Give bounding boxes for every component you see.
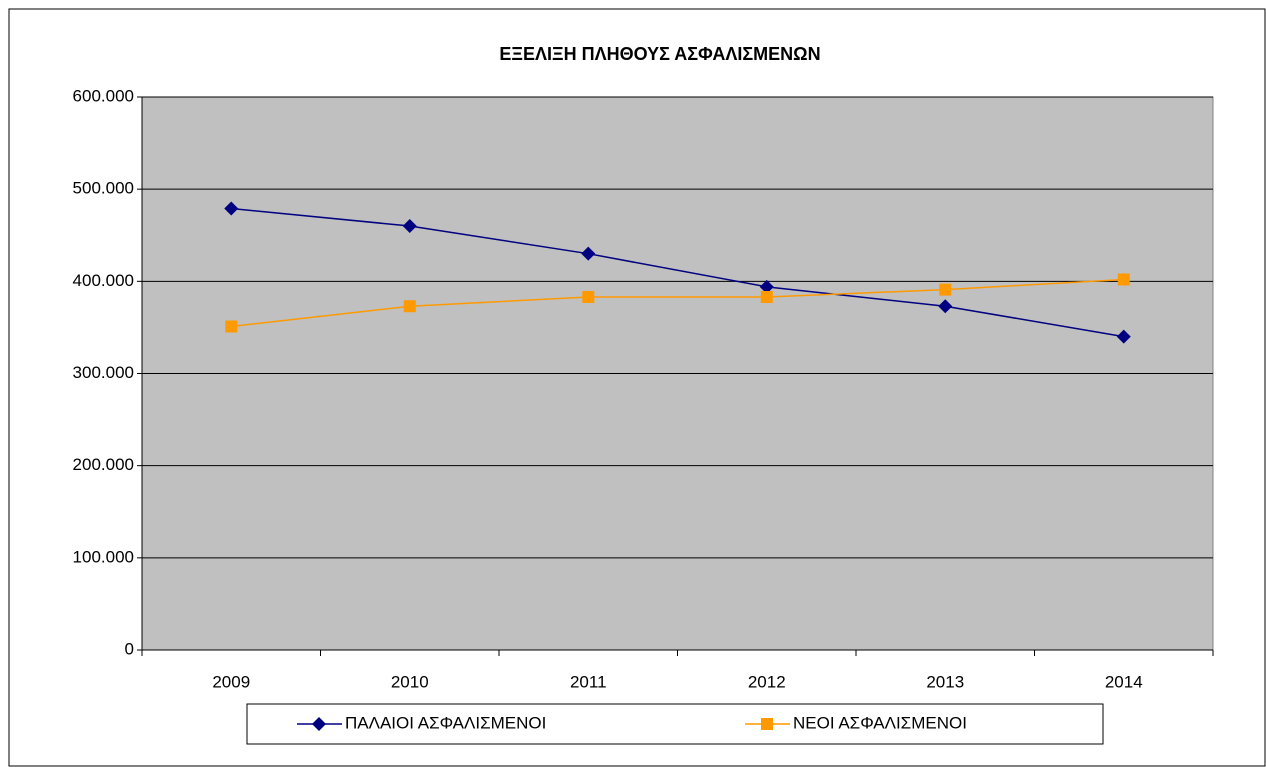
data-point (759, 279, 774, 294)
y-tick-label: 100.000 (73, 547, 134, 566)
legend-box (246, 703, 1104, 745)
data-point (224, 201, 239, 216)
x-tick-label: 2011 (570, 672, 607, 691)
chart-title: ΕΞΕΛΙΞΗ ΠΛΗΘΟΥΣ ΑΣΦΑΛΙΣΜΕΝΩΝ (499, 44, 820, 64)
y-tick-label: 400.000 (73, 271, 134, 290)
x-tick-label: 2013 (926, 672, 964, 691)
data-point (581, 246, 596, 261)
y-tick-label: 200.000 (73, 455, 134, 474)
data-point (403, 300, 416, 313)
y-tick-label: 600.000 (73, 86, 134, 105)
data-point (1117, 273, 1130, 286)
legend-marker (761, 718, 773, 730)
data-point (225, 320, 238, 333)
y-tick-label: 300.000 (73, 363, 134, 382)
legend-label: ΝΕΟΙ ΑΣΦΑΛΙΣΜΕΝΟΙ (793, 713, 967, 732)
x-tick-label: 2012 (748, 672, 786, 691)
legend-marker (312, 717, 326, 731)
series-line (231, 207, 1124, 338)
x-tick-label: 2010 (391, 672, 429, 691)
data-point (582, 291, 595, 304)
data-point (939, 283, 952, 296)
series-line (231, 278, 1124, 328)
legend-label: ΠΑΛΑΙΟΙ ΑΣΦΑΛΙΣΜΕΝΟΙ (345, 713, 546, 732)
data-point (1116, 329, 1131, 344)
x-tick-label: 2009 (212, 672, 250, 691)
data-point (938, 299, 953, 314)
data-point (402, 219, 417, 234)
data-point (760, 291, 773, 304)
y-tick-label: 500.000 (73, 179, 134, 198)
x-tick-label: 2014 (1105, 672, 1143, 691)
y-tick-label: 0 (125, 639, 134, 658)
